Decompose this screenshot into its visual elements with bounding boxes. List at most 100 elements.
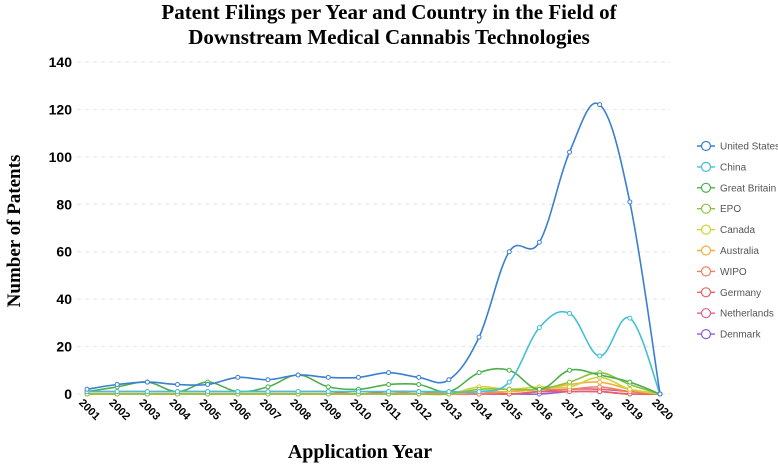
x-tick-label: 2003 xyxy=(137,397,163,423)
data-point xyxy=(355,389,361,395)
chart-title-line1: Patent Filings per Year and Country in t… xyxy=(161,0,617,24)
legend-item[interactable]: EPO xyxy=(697,203,741,215)
data-point xyxy=(627,386,633,392)
x-tick-label: 2016 xyxy=(529,397,555,423)
data-point xyxy=(476,370,482,376)
legend-item[interactable]: WIPO xyxy=(697,266,747,278)
legend-marker-icon xyxy=(700,245,712,256)
data-point xyxy=(416,389,422,395)
legend-label: China xyxy=(720,162,747,173)
legend-item[interactable]: Denmark xyxy=(697,329,762,341)
data-point xyxy=(144,379,150,385)
data-point xyxy=(386,370,392,376)
data-point xyxy=(627,379,633,385)
data-point xyxy=(84,386,90,392)
legend-label: Australia xyxy=(720,246,759,257)
x-tick-label: 2006 xyxy=(227,397,253,423)
legend-item[interactable]: Germany xyxy=(697,287,761,299)
x-tick-label: 2012 xyxy=(408,397,434,423)
legend-label: Great Britain xyxy=(720,183,776,194)
x-tick-label: 2008 xyxy=(287,397,313,423)
y-axis-label: Number of Patents xyxy=(4,154,25,308)
data-point xyxy=(597,372,603,378)
x-tick-label: 2014 xyxy=(468,397,494,423)
legend: United States China Great Britain EPO Canada… xyxy=(697,140,778,341)
series-united-states xyxy=(84,102,663,397)
legend-marker-icon xyxy=(700,266,712,277)
data-point xyxy=(446,377,452,383)
data-point xyxy=(567,379,573,385)
legend-marker-icon xyxy=(700,329,712,340)
x-tick-label: 2001 xyxy=(76,397,102,423)
legend-marker-icon xyxy=(700,182,712,193)
legend-item[interactable]: Netherlands xyxy=(697,308,774,320)
legend-label: Denmark xyxy=(720,330,762,341)
data-point xyxy=(536,239,542,245)
legend-label: Netherlands xyxy=(720,309,774,320)
data-point xyxy=(235,374,241,380)
y-tick-label: 0 xyxy=(64,386,72,402)
data-point xyxy=(476,334,482,340)
x-tick-label: 2010 xyxy=(348,397,374,423)
data-point xyxy=(506,379,512,385)
x-tick-label: 2020 xyxy=(649,397,675,423)
legend-item[interactable]: Great Britain xyxy=(697,182,776,194)
series-line xyxy=(86,310,661,395)
data-point xyxy=(114,389,120,395)
data-point xyxy=(597,102,603,108)
series-line xyxy=(87,371,661,396)
y-tick-label: 80 xyxy=(56,196,72,212)
data-point xyxy=(386,389,392,395)
legend-item[interactable]: Australia xyxy=(697,245,759,257)
legend-item[interactable]: China xyxy=(697,161,747,173)
data-point xyxy=(567,384,573,390)
series-china xyxy=(84,310,663,397)
x-tick-label: 2002 xyxy=(106,397,132,423)
chart-title: Patent Filings per Year and Country in t… xyxy=(0,0,778,50)
grid-lines xyxy=(77,61,670,395)
data-point xyxy=(265,384,271,390)
legend-item[interactable]: Canada xyxy=(697,224,755,236)
data-point xyxy=(295,389,301,395)
data-point xyxy=(295,372,301,378)
legend-marker-icon xyxy=(700,140,712,152)
data-point xyxy=(657,391,663,397)
data-point xyxy=(325,374,331,380)
x-tick-label: 2013 xyxy=(438,397,464,423)
data-point xyxy=(446,389,452,395)
legend-item[interactable]: United States xyxy=(697,140,778,153)
data-point xyxy=(597,379,603,385)
legend-marker-icon xyxy=(700,308,712,319)
legend-marker-icon xyxy=(700,203,712,214)
x-tick-label: 2019 xyxy=(619,397,645,423)
legend-marker-icon xyxy=(700,161,712,172)
data-point xyxy=(567,149,573,155)
data-point xyxy=(567,310,573,316)
data-point xyxy=(597,389,603,395)
data-point xyxy=(416,374,422,380)
data-point xyxy=(597,353,603,359)
data-point xyxy=(265,389,271,395)
x-axis-ticks: 2001 2002 2003 2004 2005 2006 2007 2008 2009 2010… xyxy=(76,397,675,423)
data-point xyxy=(265,377,271,383)
data-point xyxy=(476,389,482,395)
legend-marker-icon xyxy=(700,287,712,298)
data-point xyxy=(536,325,542,331)
x-axis-label: Application Year xyxy=(287,441,433,463)
data-point xyxy=(174,389,180,395)
data-point xyxy=(416,382,422,388)
x-tick-label: 2004 xyxy=(167,397,193,423)
data-point xyxy=(506,249,512,255)
data-point xyxy=(506,386,512,392)
legend-label: WIPO xyxy=(720,267,747,278)
y-tick-label: 60 xyxy=(56,244,72,260)
legend-label: Canada xyxy=(720,225,755,236)
y-tick-label: 20 xyxy=(56,339,72,355)
data-point xyxy=(114,382,120,388)
data-point xyxy=(567,367,573,373)
y-tick-label: 40 xyxy=(56,291,72,307)
x-tick-label: 2007 xyxy=(257,397,283,423)
data-point xyxy=(325,384,331,390)
data-point xyxy=(205,382,211,388)
